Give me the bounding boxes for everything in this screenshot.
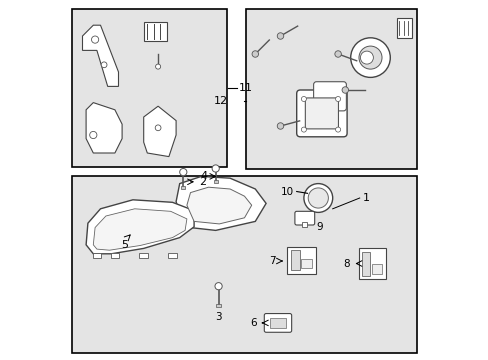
Bar [302, 222, 306, 227]
Text: 9: 9 [316, 222, 323, 232]
Circle shape [155, 125, 161, 131]
FancyBboxPatch shape [264, 314, 291, 332]
Text: 2: 2 [199, 177, 206, 187]
Text: 12: 12 [214, 96, 228, 106]
Circle shape [215, 283, 222, 290]
Circle shape [360, 51, 373, 64]
Polygon shape [82, 25, 118, 86]
Bar [181, 186, 185, 189]
Bar [286, 247, 315, 274]
Text: 8: 8 [343, 258, 349, 269]
Bar [72, 176, 416, 353]
Bar [290, 250, 299, 270]
Text: 7: 7 [269, 256, 276, 266]
Circle shape [277, 123, 283, 129]
Bar [216, 304, 220, 307]
Circle shape [335, 96, 340, 102]
Polygon shape [186, 187, 251, 224]
Circle shape [350, 38, 389, 77]
Text: 3: 3 [215, 312, 222, 322]
Polygon shape [176, 176, 265, 230]
Polygon shape [143, 106, 176, 157]
Circle shape [91, 36, 99, 43]
Bar [301, 259, 311, 268]
Text: 1: 1 [363, 193, 369, 203]
Text: 10: 10 [281, 186, 294, 197]
Bar [72, 9, 226, 167]
Bar [213, 180, 218, 183]
Bar [110, 253, 119, 258]
Bar [92, 253, 101, 258]
Bar [358, 248, 385, 279]
Circle shape [179, 168, 186, 176]
Bar [168, 253, 177, 258]
Text: 5: 5 [121, 240, 128, 250]
Bar [269, 318, 285, 328]
FancyBboxPatch shape [313, 82, 346, 111]
Circle shape [307, 188, 328, 208]
Circle shape [303, 184, 332, 212]
Circle shape [334, 51, 341, 57]
Circle shape [301, 127, 306, 132]
Polygon shape [86, 103, 122, 153]
Circle shape [155, 64, 160, 69]
Circle shape [212, 165, 219, 172]
Circle shape [251, 51, 258, 57]
FancyBboxPatch shape [294, 211, 314, 225]
Bar [397, 18, 411, 38]
Circle shape [89, 131, 97, 139]
Circle shape [342, 87, 348, 93]
Text: 6: 6 [249, 318, 256, 328]
Circle shape [358, 46, 381, 69]
Circle shape [301, 96, 306, 102]
Circle shape [101, 62, 107, 68]
FancyBboxPatch shape [305, 98, 338, 129]
Polygon shape [93, 209, 186, 250]
FancyBboxPatch shape [296, 90, 346, 137]
Polygon shape [86, 200, 194, 254]
Bar [139, 253, 148, 258]
Bar [371, 264, 381, 274]
Bar [362, 252, 369, 276]
Circle shape [335, 127, 340, 132]
Text: 11: 11 [239, 83, 253, 93]
Text: 4: 4 [200, 171, 207, 181]
Bar [143, 22, 167, 41]
Bar [246, 9, 416, 169]
Circle shape [277, 33, 283, 39]
